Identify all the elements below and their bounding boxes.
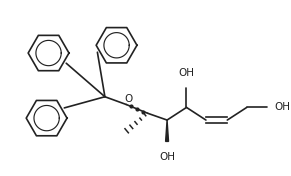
Text: OH: OH: [159, 152, 175, 162]
Text: OH: OH: [178, 68, 194, 78]
Text: O: O: [124, 94, 132, 104]
Text: OH: OH: [274, 102, 290, 112]
Polygon shape: [166, 120, 168, 142]
